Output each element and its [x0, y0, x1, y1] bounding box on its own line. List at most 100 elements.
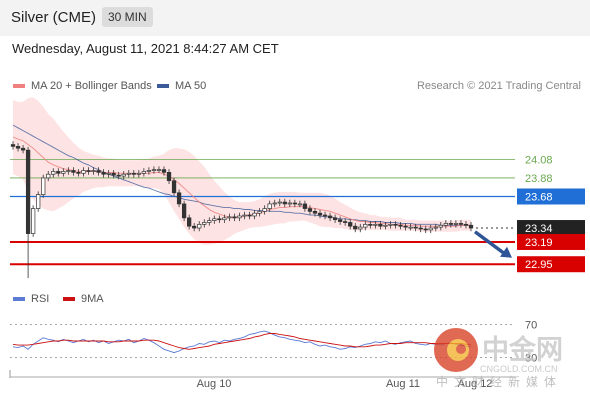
candle-body	[373, 223, 378, 226]
watermark-sub: CNGOLD.COM.CN	[480, 364, 558, 374]
candle-body	[111, 172, 116, 176]
candle-body	[181, 203, 187, 219]
candle	[15, 143, 21, 152]
price-label: 23.88	[525, 173, 553, 185]
candle	[111, 170, 116, 179]
watermark-layer: 中金网 CNGOLD.COM.CN 中文财经新媒体	[434, 328, 563, 389]
price-label-box	[517, 233, 585, 250]
timeframe-button[interactable]: 30 MIN	[102, 7, 153, 27]
candle-body	[438, 224, 443, 228]
candle	[292, 199, 297, 208]
candle	[242, 211, 247, 220]
candle-body	[322, 214, 328, 217]
candle-body	[96, 170, 101, 173]
candle	[101, 169, 106, 178]
candle	[403, 222, 408, 231]
candle	[413, 223, 418, 232]
candle	[388, 221, 393, 229]
price-label: 23.19	[517, 233, 585, 250]
candle-body	[106, 172, 111, 175]
candle	[428, 224, 433, 234]
time-axis-label: Aug 11	[386, 378, 420, 390]
candle	[51, 168, 56, 178]
candle-body	[413, 226, 418, 229]
candle-body	[197, 223, 202, 229]
price-label-text: 23.34	[525, 223, 553, 235]
candle-body	[433, 226, 438, 229]
research-credit: Research © 2021 Trading Central	[416, 80, 581, 92]
candle	[317, 209, 323, 219]
candle-body	[358, 226, 363, 230]
watermark-tagline: 中文财经新媒体	[436, 374, 562, 389]
candle-body	[207, 220, 212, 223]
candle	[368, 221, 373, 229]
price-label: 24.08	[525, 154, 553, 166]
forecast-arrow-head	[500, 246, 512, 258]
price-label-box	[517, 220, 585, 237]
candle-body	[257, 210, 262, 214]
candle	[181, 200, 187, 222]
legend-ma9: 9MA	[63, 293, 104, 305]
candle	[322, 211, 328, 220]
candle-body	[272, 202, 277, 205]
candle	[272, 199, 277, 208]
rsi-legend-label: RSI	[31, 293, 50, 305]
candle-body	[192, 225, 197, 229]
candle	[56, 168, 61, 177]
ma9-legend-label: 9MA	[81, 293, 104, 305]
candle-body	[141, 171, 147, 174]
candle	[438, 222, 443, 231]
watermark-logo-core-icon	[456, 344, 466, 354]
candle	[232, 213, 237, 222]
candle	[121, 170, 126, 180]
candle-body	[393, 223, 398, 226]
candle-body	[317, 212, 323, 216]
candle	[156, 166, 162, 173]
candle-body	[46, 173, 51, 179]
candle	[76, 169, 81, 177]
candle	[46, 170, 51, 182]
candle-body	[242, 214, 247, 217]
candle	[358, 223, 363, 233]
candle	[30, 205, 36, 237]
candle-body	[176, 192, 182, 205]
candle-body	[468, 224, 474, 229]
price-label-text: 23.88	[525, 173, 553, 185]
candle	[141, 168, 147, 177]
candle	[151, 166, 157, 174]
date-label: Wednesday, August 11, 2021 8:44:27 AM CE…	[12, 41, 279, 56]
candle	[252, 209, 257, 220]
candle	[373, 221, 378, 229]
rsi-level-label: 30	[525, 353, 537, 365]
ma20-legend-label: MA 20 + Bollinger Bands	[31, 80, 152, 92]
candle	[41, 174, 46, 198]
candle	[418, 224, 423, 233]
candle-body	[25, 149, 31, 234]
time-axis: Aug 10 Aug 11 Aug 12	[10, 376, 516, 390]
candle-body	[262, 208, 267, 212]
candle-body	[171, 180, 177, 194]
candle	[408, 223, 413, 231]
candle-body	[332, 217, 338, 221]
candle-body	[217, 218, 222, 221]
candle-body	[156, 169, 162, 171]
candle-body	[398, 224, 403, 227]
candle-body	[212, 218, 217, 221]
candle	[81, 167, 86, 177]
candle	[302, 200, 308, 212]
candle-body	[71, 170, 76, 173]
candle-body	[282, 201, 287, 205]
candle	[192, 222, 197, 232]
price-label: 23.34	[517, 220, 585, 237]
instrument-title: Silver (CME)	[11, 9, 96, 26]
candle	[348, 219, 353, 230]
candle	[297, 200, 303, 208]
candle	[383, 222, 388, 230]
candle	[207, 217, 212, 226]
candle	[36, 191, 41, 212]
candle-body	[237, 215, 242, 219]
candle-body	[337, 219, 343, 222]
candle-body	[36, 194, 41, 209]
price-label-text: 23.19	[525, 237, 553, 249]
candle-body	[151, 169, 157, 171]
